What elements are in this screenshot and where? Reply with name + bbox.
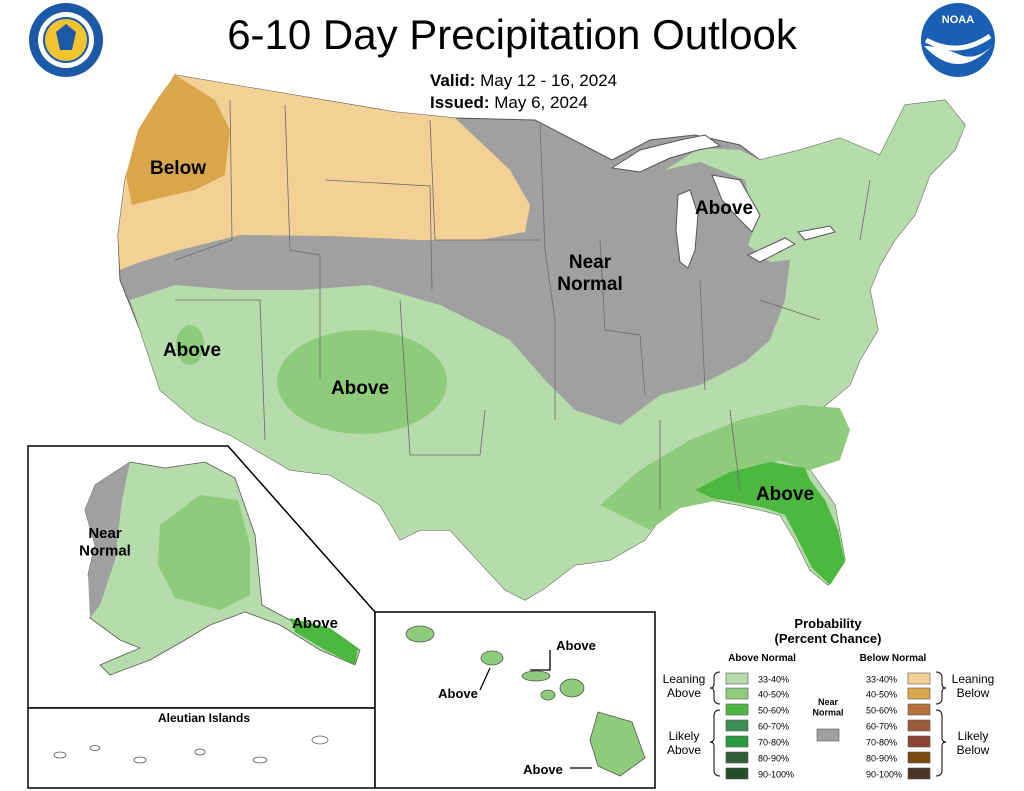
label-near-normal-alaska: Near Normal [79, 525, 131, 559]
legend-title: Probability [794, 616, 862, 631]
lake-ontario [797, 225, 836, 241]
legend-below-swatch-2 [907, 703, 931, 716]
legend-above-swatch-4 [725, 735, 749, 748]
alaska-above-40-50-region [158, 495, 250, 610]
legend-above-header: Above Normal [728, 653, 796, 664]
label-above-hawaii-big-island: Above [523, 762, 563, 777]
noaa-logo: NOAA [921, 3, 995, 77]
legend-above-swatch-2 [725, 703, 749, 716]
label-above-southeast: Above [756, 484, 814, 505]
alaska-near-normal-region [85, 462, 130, 618]
legend-above-bin-label-3: 60-70% [758, 722, 789, 732]
alaska-inset: Near Normal Above [27, 445, 376, 709]
legend-braces [709, 671, 947, 777]
label-above-alaska-southeast: Above [292, 615, 338, 632]
legend-above-swatches: 33-40% 40-50% 50-60% 60-70% 70-80% 80-90% 90-1… [725, 672, 794, 780]
legend-above-bin-label-5: 80-90% [758, 754, 789, 764]
lake-superior [610, 134, 722, 173]
lake-erie [746, 237, 797, 263]
legend-above-swatch-6 [725, 767, 749, 780]
above-33-40-south-region [130, 245, 880, 600]
legend-likely-above: Likely Above [667, 729, 701, 757]
legend-above-bin-label-0: 33-40% [758, 675, 789, 685]
aleutian-inset: Aleutian Islands [27, 707, 376, 789]
hawaii-inset: Above Above Above [374, 611, 656, 789]
valid-label: Valid: [430, 71, 476, 90]
legend-above-bin-label-1: 40-50% [758, 690, 789, 700]
label-below-pacific-northwest: Below [150, 158, 206, 179]
legend-below-bin-label-2: 50-60% [866, 706, 897, 716]
legend-below-bin-label-0: 33-40% [866, 675, 897, 685]
above-40-50-southwest-region [277, 330, 447, 434]
legend-near-normal-label: Near Normal [812, 697, 843, 717]
label-above-hawaii-oahu: Above [438, 686, 478, 701]
lake-michigan [675, 189, 699, 269]
above-40-50-southeast-region [600, 405, 850, 530]
noaa-text: NOAA [942, 14, 974, 26]
legend-below-swatches: 33-40% 40-50% 50-60% 60-70% 70-80% 80-90% 90-1… [866, 672, 931, 780]
legend-near-normal-swatch [816, 728, 840, 742]
legend-leaning-below: Leaning Below [952, 672, 995, 700]
legend-below-swatch-3 [907, 719, 931, 732]
above-33-40-northeast-region [665, 100, 965, 265]
lake-huron [711, 174, 761, 233]
hawaii-islands [405, 625, 646, 777]
legend-below-swatch-1 [907, 687, 931, 700]
legend-below-bin-label-1: 40-50% [866, 690, 897, 700]
issued-value: May 6, 2024 [494, 93, 588, 112]
map-title: 6-10 Day Precipitation Outlook [227, 11, 797, 58]
legend-below-header: Below Normal [860, 653, 927, 664]
legend-below-swatch-0 [907, 672, 931, 685]
legend-above-swatch-5 [725, 751, 749, 764]
aleutian-title: Aleutian Islands [158, 711, 250, 725]
legend-above-bin-label-4: 70-80% [758, 738, 789, 748]
below-40-50-region [126, 75, 230, 205]
valid-value: May 12 - 16, 2024 [480, 71, 618, 90]
label-above-great-lakes: Above [695, 198, 753, 219]
conus-map: Below Near Normal Above Above Above Above [117, 74, 966, 601]
legend-above-swatch-1 [725, 687, 749, 700]
legend-likely-below: Likely Below [957, 729, 990, 757]
legend-below-swatch-6 [907, 767, 931, 780]
legend-below-swatch-5 [907, 751, 931, 764]
label-above-hawaii-kauai: Above [556, 638, 596, 653]
above-40-50-california-region [176, 325, 204, 365]
legend-below-bin-label-5: 80-90% [866, 754, 897, 764]
legend-leaning-above: Leaning Above [663, 672, 706, 700]
issued-date: Issued: May 6, 2024 [430, 93, 588, 113]
aleutian-islands [53, 735, 329, 764]
label-above-california: Above [163, 340, 221, 361]
legend-above-bin-label-2: 50-60% [758, 706, 789, 716]
legend: Probability (Percent Chance) Above Norma… [663, 616, 995, 780]
legend-above-swatch-3 [725, 719, 749, 732]
department-of-commerce-seal [29, 3, 103, 77]
legend-below-bin-label-3: 60-70% [866, 722, 897, 732]
valid-dates: Valid: May 12 - 16, 2024 [430, 71, 617, 91]
above-50-60-florida-region [695, 462, 845, 585]
issued-label: Issued: [430, 93, 490, 112]
legend-subtitle: (Percent Chance) [775, 631, 882, 646]
label-above-southwest: Above [331, 378, 389, 399]
legend-below-bin-label-4: 70-80% [866, 738, 897, 748]
label-near-normal-central: Near Normal [557, 252, 622, 295]
legend-below-swatch-4 [907, 735, 931, 748]
legend-below-bin-label-6: 90-100% [866, 770, 902, 780]
legend-above-bin-label-6: 90-100% [758, 770, 794, 780]
legend-above-swatch-0 [725, 672, 749, 685]
state-borders [174, 99, 871, 510]
alaska-panhandle-above-region [290, 618, 358, 665]
